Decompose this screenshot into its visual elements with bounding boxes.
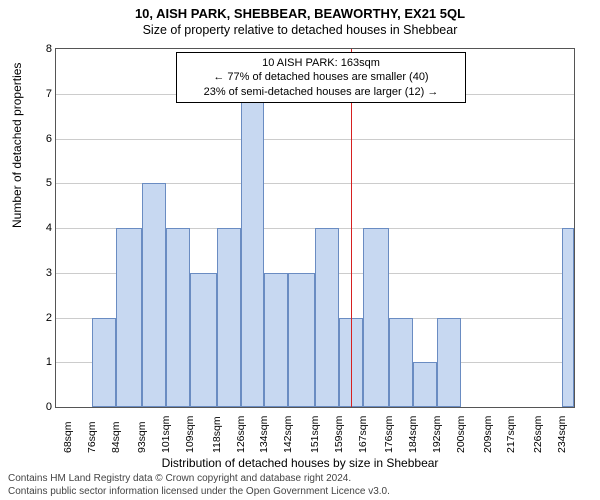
histogram-bar: [562, 228, 574, 407]
x-tick-label: 226sqm: [532, 417, 544, 453]
histogram-bar: [288, 273, 315, 407]
footer-line-1: Contains HM Land Registry data © Crown c…: [8, 473, 390, 486]
histogram-bar: [217, 228, 241, 407]
x-tick-label: 217sqm: [505, 417, 517, 453]
info-line-1: 10 AISH PARK: 163sqm: [185, 56, 457, 70]
x-tick-label: 101sqm: [160, 417, 172, 453]
x-tick-label: 184sqm: [407, 417, 419, 453]
y-tick-label: 6: [34, 133, 52, 145]
y-tick-label: 1: [34, 356, 52, 368]
page-title: 10, AISH PARK, SHEBBEAR, BEAWORTHY, EX21…: [0, 0, 600, 21]
x-tick-label: 200sqm: [455, 417, 467, 453]
chart-container: 10, AISH PARK, SHEBBEAR, BEAWORTHY, EX21…: [0, 0, 600, 500]
histogram-bar: [190, 273, 217, 407]
y-tick-label: 4: [34, 222, 52, 234]
histogram-plot: 01234567868sqm76sqm84sqm93sqm101sqm109sq…: [55, 48, 575, 408]
histogram-bar: [241, 94, 265, 407]
footer-attribution: Contains HM Land Registry data © Crown c…: [8, 473, 390, 498]
x-tick-label: 76sqm: [86, 417, 98, 453]
x-tick-label: 134sqm: [258, 417, 270, 453]
histogram-bar: [142, 183, 166, 407]
y-tick-label: 3: [34, 267, 52, 279]
x-tick-label: 109sqm: [184, 417, 196, 453]
x-tick-label: 209sqm: [482, 417, 494, 453]
x-tick-label: 151sqm: [309, 417, 321, 453]
x-tick-label: 176sqm: [383, 417, 395, 453]
y-tick-label: 0: [34, 401, 52, 413]
info-line-2: ← 77% of detached houses are smaller (40…: [185, 70, 457, 84]
gridline: [56, 139, 574, 140]
x-tick-label: 93sqm: [136, 417, 148, 453]
y-axis-label: Number of detached properties: [10, 63, 24, 228]
histogram-bar: [166, 228, 190, 407]
histogram-bar: [413, 362, 437, 407]
histogram-bar: [116, 228, 143, 407]
x-tick-label: 68sqm: [62, 417, 74, 453]
y-tick-label: 5: [34, 177, 52, 189]
y-tick-label: 8: [34, 43, 52, 55]
y-tick-label: 7: [34, 88, 52, 100]
histogram-bar: [389, 318, 413, 408]
x-tick-label: 234sqm: [556, 417, 568, 453]
x-tick-label: 159sqm: [333, 417, 345, 453]
x-tick-label: 84sqm: [110, 417, 122, 453]
gridline: [56, 183, 574, 184]
histogram-bar: [363, 228, 390, 407]
x-tick-label: 118sqm: [211, 417, 223, 453]
x-tick-label: 167sqm: [357, 417, 369, 453]
footer-line-2: Contains public sector information licen…: [8, 486, 390, 499]
histogram-bar: [264, 273, 288, 407]
y-tick-label: 2: [34, 312, 52, 324]
x-tick-label: 126sqm: [235, 417, 247, 453]
x-tick-label: 142sqm: [282, 417, 294, 453]
histogram-bar: [92, 318, 116, 408]
info-callout: 10 AISH PARK: 163sqm ← 77% of detached h…: [176, 52, 466, 103]
histogram-bar: [437, 318, 461, 408]
x-axis-label: Distribution of detached houses by size …: [0, 456, 600, 470]
x-tick-label: 192sqm: [431, 417, 443, 453]
page-subtitle: Size of property relative to detached ho…: [0, 21, 600, 41]
info-line-3: 23% of semi-detached houses are larger (…: [185, 85, 457, 99]
histogram-bar: [315, 228, 339, 407]
